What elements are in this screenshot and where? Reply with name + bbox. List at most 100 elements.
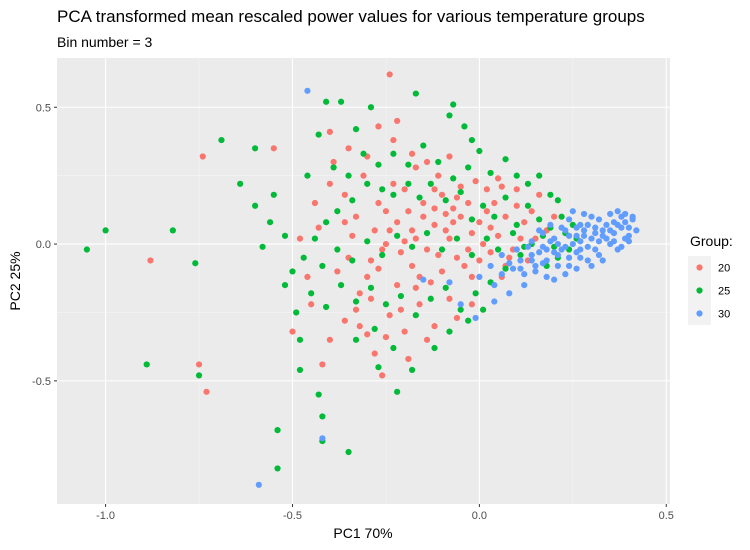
point-group-25 [457,188,464,196]
point-group-20 [379,246,386,253]
point-group-25 [502,156,509,163]
point-group-30 [536,227,543,234]
point-group-30 [446,279,453,286]
point-group-25 [435,158,442,166]
point-group-20 [375,123,382,130]
point-group-25 [491,213,498,220]
plot-panel [57,58,670,504]
point-group-20 [360,172,367,179]
point-group-25 [476,147,483,155]
point-group-25 [390,344,397,352]
point-group-25 [375,161,382,168]
point-group-20 [147,257,154,264]
point-group-30 [577,238,584,245]
point-group-25 [270,191,277,198]
point-group-20 [408,227,416,234]
point-group-25 [237,180,244,187]
point-group-25 [323,303,330,311]
point-group-30 [625,232,632,239]
y-axis-title: PC2 25% [7,251,23,310]
point-group-30 [614,221,621,229]
point-group-20 [408,150,416,157]
point-group-20 [341,219,348,226]
point-group-20 [498,183,505,190]
point-group-30 [524,243,532,250]
point-group-20 [326,128,333,135]
point-group-30 [610,238,618,245]
point-group-30 [603,221,610,229]
point-group-30 [532,268,539,275]
point-group-25 [364,238,371,245]
point-group-30 [543,246,550,253]
point-group-25 [416,194,423,201]
point-group-20 [513,186,520,193]
point-group-20 [412,164,419,171]
point-group-30 [304,87,311,94]
point-group-30 [577,254,584,261]
point-group-25 [319,413,326,420]
point-group-25 [405,180,412,187]
point-group-30 [599,232,606,239]
point-group-30 [498,271,505,278]
point-group-25 [266,219,274,226]
point-group-25 [252,145,259,152]
point-group-20 [371,227,378,234]
point-group-25 [252,202,259,209]
point-group-20 [367,257,375,264]
point-group-30 [420,276,427,283]
point-group-25 [102,227,109,234]
point-group-30 [573,232,580,239]
point-group-20 [457,213,464,220]
point-group-25 [487,169,494,177]
point-group-30 [521,282,528,289]
point-group-30 [595,251,603,259]
y-tick-label: 0.0 [36,239,51,251]
point-group-25 [315,131,322,138]
y-tick-label: -0.5 [32,376,51,388]
point-group-30 [532,262,539,270]
point-group-25 [509,230,517,237]
point-group-30 [607,227,614,234]
point-group-25 [349,197,356,204]
point-group-25 [494,246,502,253]
point-group-25 [308,290,315,297]
point-group-20 [435,251,442,259]
point-group-20 [476,219,483,226]
point-group-20 [341,191,348,198]
point-group-30 [521,271,528,278]
point-group-30 [580,227,588,234]
point-group-30 [595,216,603,223]
point-group-25 [281,232,289,239]
point-group-25 [289,268,296,275]
point-group-20 [431,221,438,229]
point-group-25 [367,104,375,111]
x-tick-label: -0.5 [283,510,302,522]
point-group-20 [453,254,461,261]
point-group-30 [588,235,595,242]
point-group-20 [427,279,434,286]
point-group-20 [334,268,341,275]
point-group-30 [562,243,569,250]
point-group-20 [446,153,453,160]
point-group-20 [416,301,423,308]
point-group-25 [427,295,434,302]
point-group-25 [296,336,304,343]
point-group-25 [367,284,375,291]
point-group-20 [521,219,528,226]
point-group-20 [390,136,397,144]
point-group-25 [334,208,341,215]
point-group-20 [330,158,337,166]
point-group-20 [296,235,304,242]
point-group-30 [319,435,326,442]
point-group-30 [592,224,599,231]
point-group-25 [375,364,382,371]
point-group-25 [274,465,281,472]
point-group-25 [319,262,326,270]
point-group-20 [442,210,449,218]
point-group-20 [517,235,524,242]
point-group-30 [622,210,629,218]
point-group-20 [371,350,378,357]
point-group-25 [382,301,390,308]
point-group-20 [453,194,461,201]
point-group-30 [565,232,573,239]
